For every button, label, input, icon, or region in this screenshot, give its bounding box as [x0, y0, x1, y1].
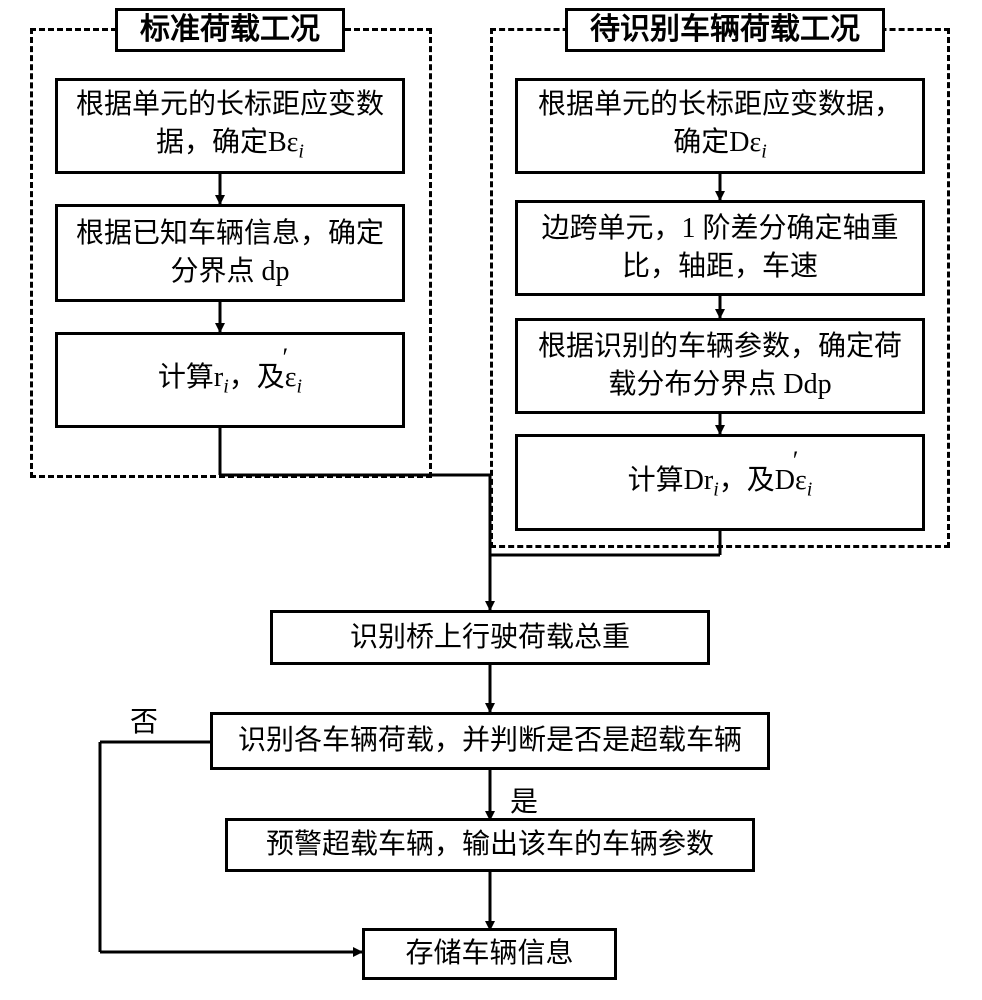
lb1sub: i: [298, 141, 304, 163]
merge-box-3: 预警超载车辆，输出该车的车辆参数: [225, 818, 755, 872]
lb3s2: i: [297, 376, 303, 398]
no-label: 否: [130, 700, 158, 740]
right-title-label: 待识别车辆荷载工况: [590, 10, 860, 51]
right-box-3-text: 根据识别的车辆参数，确定荷 载分布分界点 Ddp: [538, 328, 902, 404]
left-box-3: 计算ri，及εi′: [55, 332, 405, 428]
rb1l2: 确定Dε: [673, 127, 761, 158]
rb2l1: 边跨单元，1 阶差分确定轴重: [541, 213, 898, 244]
rb4a: 计算Dr: [628, 465, 714, 496]
right-box-2-text: 边跨单元，1 阶差分确定轴重 比，轴距，车速: [541, 210, 898, 286]
rb2l2: 比，轴距，车速: [622, 251, 818, 282]
m3-label: 预警超载车辆，输出该车的车辆参数: [266, 826, 714, 864]
yes-text: 是: [510, 787, 538, 818]
left-title: 标准荷载工况: [115, 8, 345, 52]
merge-box-4: 存储车辆信息: [362, 928, 617, 980]
m4-label: 存储车辆信息: [405, 935, 573, 973]
left-box-1-text: 根据单元的长标距应变数 据，确定Bεi: [76, 86, 384, 165]
m2-label: 识别各车辆荷载，并判断是否是超载车辆: [238, 722, 742, 760]
right-box-4-text: 计算Dri，及Dεi′: [628, 462, 813, 504]
left-title-label: 标准荷载工况: [140, 10, 320, 51]
lb2l2: 分界点 dp: [170, 256, 289, 287]
right-title: 待识别车辆荷载工况: [565, 8, 885, 52]
left-box-1: 根据单元的长标距应变数 据，确定Bεi: [55, 78, 405, 174]
lb1l1: 根据单元的长标距应变数: [76, 89, 384, 120]
left-box-3-text: 计算ri，及εi′: [158, 359, 302, 401]
yes-label: 是: [510, 780, 538, 820]
right-box-4: 计算Dri，及Dεi′: [515, 434, 925, 531]
right-box-2: 边跨单元，1 阶差分确定轴重 比，轴距，车速: [515, 200, 925, 296]
lb1l2: 据，确定Bε: [156, 127, 298, 158]
m1-label: 识别桥上行驶荷载总重: [350, 619, 630, 657]
merge-box-1: 识别桥上行驶荷载总重: [270, 610, 710, 665]
no-text: 否: [130, 707, 158, 738]
lb3a: 计算r: [158, 362, 223, 393]
rb3l1: 根据识别的车辆参数，确定荷: [538, 331, 902, 362]
merge-box-2: 识别各车辆荷载，并判断是否是超载车辆: [210, 712, 770, 770]
rb4p: ′: [793, 443, 799, 478]
left-box-2: 根据已知车辆信息，确定 分界点 dp: [55, 204, 405, 302]
rb1sub: i: [761, 141, 767, 163]
lb3p: ′: [283, 340, 289, 375]
rb1l1: 根据单元的长标距应变数据，: [538, 89, 902, 120]
rb3l2: 载分布分界点 Ddp: [608, 369, 831, 400]
left-box-2-text: 根据已知车辆信息，确定 分界点 dp: [76, 215, 384, 291]
lb2l1: 根据已知车辆信息，确定: [76, 218, 384, 249]
right-box-1: 根据单元的长标距应变数据， 确定Dεi: [515, 78, 925, 174]
rb4s2: i: [807, 478, 813, 500]
right-box-3: 根据识别的车辆参数，确定荷 载分布分界点 Ddp: [515, 318, 925, 414]
right-box-1-text: 根据单元的长标距应变数据， 确定Dεi: [538, 86, 902, 165]
